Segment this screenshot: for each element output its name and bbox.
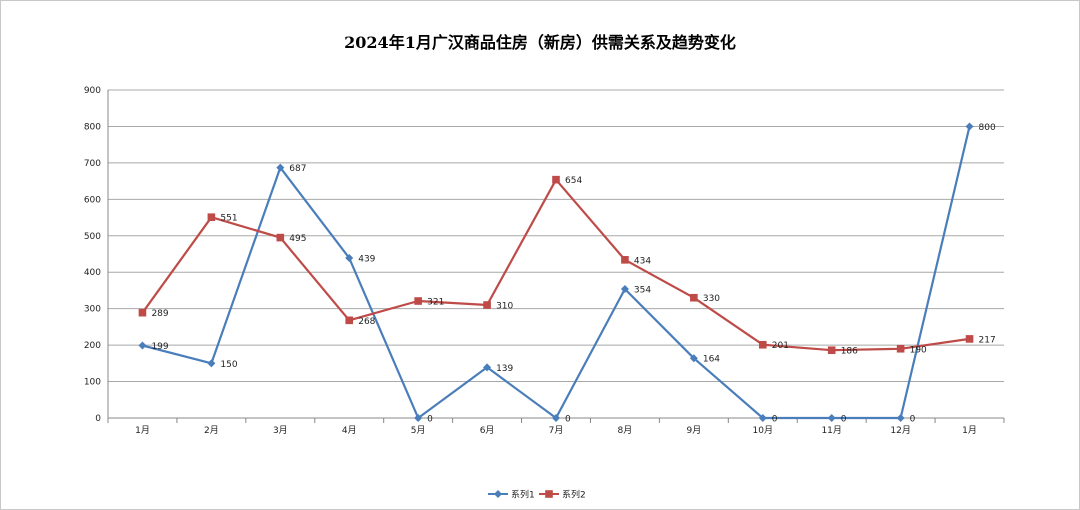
x-tick-label: 9月: [686, 425, 701, 436]
data-point: [483, 301, 491, 309]
data-point: [345, 254, 354, 263]
y-tick-label: 300: [84, 305, 101, 315]
data-label: 434: [634, 256, 651, 266]
data-label: 495: [289, 234, 306, 244]
y-tick-label: 800: [84, 122, 101, 132]
data-point: [138, 341, 147, 350]
data-point: [552, 175, 560, 184]
data-point: [758, 340, 767, 349]
data-label: 186: [841, 347, 858, 357]
chart-title: 2024年1月广汉商品住房（新房）供需关系及趋势变化: [344, 33, 736, 52]
y-tick-label: 900: [84, 86, 101, 96]
legend-marker: [545, 490, 553, 498]
y-tick-label: 400: [84, 268, 101, 278]
data-point: [276, 163, 285, 172]
legend-label: 系列2: [562, 489, 586, 501]
data-point: [414, 414, 423, 422]
legend: 系列1 系列2: [488, 489, 586, 501]
x-tick-label: 5月: [411, 425, 426, 436]
data-point: [896, 344, 905, 353]
x-tick-label: 11月: [821, 425, 841, 436]
x-tick-label: 8月: [618, 425, 633, 436]
x-tick-label: 4月: [342, 425, 357, 436]
x-tick-label: 6月: [480, 425, 495, 436]
data-label: 201: [772, 341, 789, 351]
data-labels: 199 150 687 439 0 139 0 354 164 0 0 0 800 289 551 495 26…: [151, 123, 996, 425]
y-tick-label: 100: [84, 378, 101, 388]
gridlines: [108, 89, 1004, 419]
data-label: 551: [220, 214, 237, 224]
data-point: [414, 297, 422, 305]
data-label: 289: [151, 309, 168, 319]
data-label: 199: [151, 342, 168, 352]
data-point: [827, 346, 836, 355]
data-label: 0: [910, 415, 916, 425]
x-tick-label: 3月: [273, 425, 288, 436]
x-tick-label: 1月: [135, 425, 150, 436]
data-point: [758, 414, 767, 422]
data-point: [621, 256, 629, 264]
y-tick-label: 500: [84, 232, 101, 242]
data-point: [552, 414, 560, 422]
data-label: 217: [979, 335, 996, 345]
data-point: [896, 414, 905, 422]
data-label: 190: [910, 345, 927, 355]
data-point: [689, 354, 698, 363]
data-label: 321: [427, 298, 444, 308]
data-label: 354: [634, 285, 651, 295]
x-tick-label: 1月: [962, 425, 977, 436]
x-tick-label: 2月: [204, 425, 219, 436]
legend-marker: [494, 490, 502, 498]
data-label: 0: [427, 415, 433, 425]
x-tick-label: 12月: [890, 425, 910, 436]
data-point: [965, 335, 974, 343]
data-point: [620, 284, 629, 293]
y-tick-label: 600: [84, 195, 101, 205]
data-label: 310: [496, 302, 513, 312]
x-tick-label: 7月: [549, 425, 564, 436]
data-point: [138, 308, 147, 317]
y-tick-label: 700: [84, 159, 101, 169]
axes: 0 100 200 300 400 500 600 700 800 900 1月 2月 3月 4月 5月 6月…: [84, 86, 1005, 436]
data-point: [827, 414, 836, 422]
data-label: 330: [703, 294, 720, 304]
data-label: 439: [358, 255, 375, 265]
data-label: 654: [565, 176, 582, 186]
data-point: [965, 122, 974, 131]
data-label: 800: [979, 123, 996, 133]
data-label: 164: [703, 355, 720, 365]
data-label: 150: [220, 360, 237, 370]
data-label: 0: [841, 415, 847, 425]
data-point: [207, 359, 216, 368]
y-tick-label: 200: [84, 341, 101, 351]
y-tick-label: 0: [95, 414, 101, 424]
series-group: [138, 122, 974, 422]
data-label: 139: [496, 364, 513, 374]
data-point: [207, 213, 216, 221]
data-point: [483, 363, 492, 372]
data-point: [345, 316, 354, 325]
data-point: [276, 233, 285, 242]
data-label: 0: [772, 415, 778, 425]
legend-label: 系列1: [511, 489, 535, 501]
x-tick-label: 10月: [753, 425, 773, 436]
data-point: [690, 293, 698, 302]
data-label: 0: [565, 415, 571, 425]
data-label: 687: [289, 164, 306, 174]
data-label: 268: [358, 317, 375, 327]
